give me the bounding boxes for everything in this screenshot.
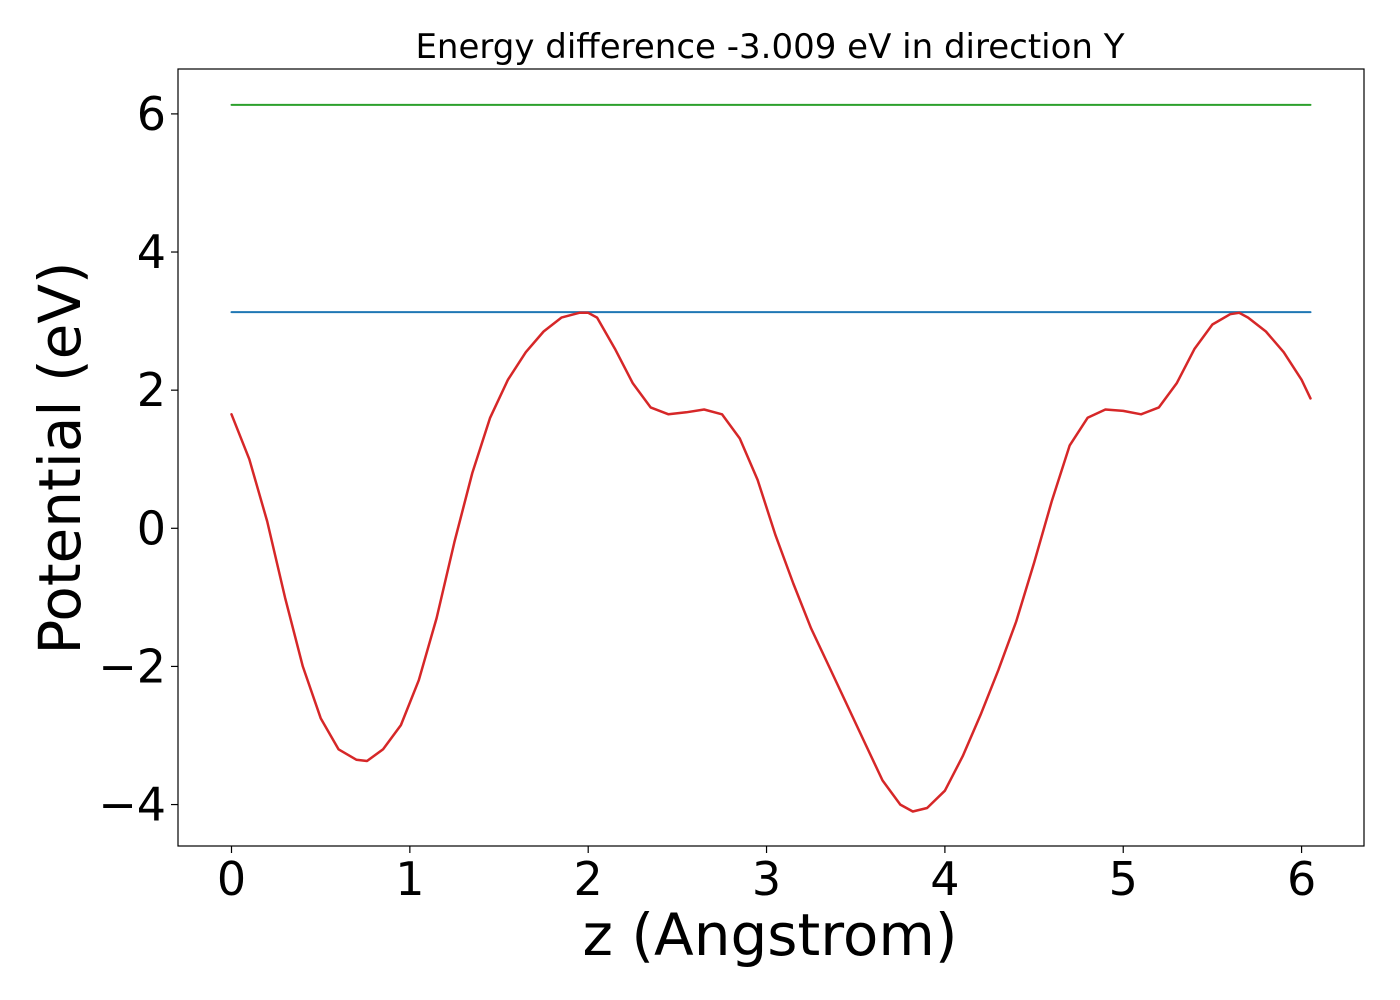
x-tick-label: 3	[752, 852, 781, 906]
chart-title: Energy difference -3.009 eV in direction…	[415, 27, 1124, 67]
x-axis-ticks: 0 1 2 3 4 5 6	[217, 846, 1316, 906]
x-tick-label: 1	[395, 852, 424, 906]
x-tick-label: 2	[574, 852, 603, 906]
series-layer	[230, 103, 1312, 813]
y-tick-label: 0	[137, 501, 166, 555]
plot-frame	[177, 68, 1365, 847]
x-tick-label: 6	[1287, 852, 1316, 906]
y-tick-label: 6	[137, 87, 166, 141]
y-tick-label: −4	[98, 778, 166, 832]
x-tick-label: 4	[930, 852, 959, 906]
y-axis-ticks: −4 −2 0 2 4 6	[98, 87, 178, 832]
y-tick-label: 2	[137, 363, 166, 417]
y-axis-label: Potential (eV)	[26, 261, 94, 654]
y-tick-label: −2	[98, 639, 166, 693]
x-tick-label: 5	[1109, 852, 1138, 906]
x-tick-label: 0	[217, 852, 246, 906]
series-line-2	[230, 311, 1312, 813]
y-tick-label: 4	[137, 225, 166, 279]
x-axis-label: z (Angstrom)	[583, 901, 958, 969]
